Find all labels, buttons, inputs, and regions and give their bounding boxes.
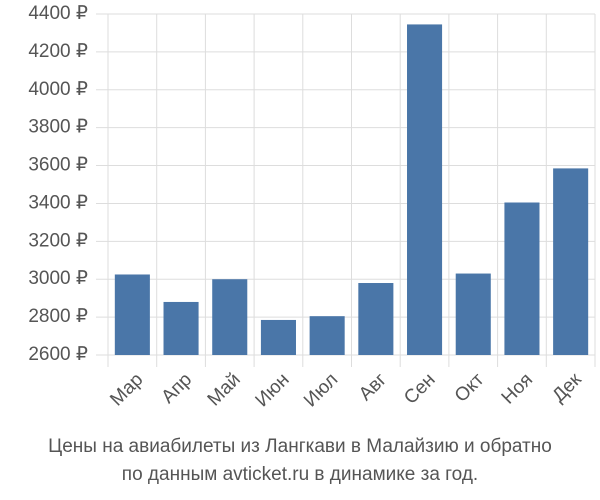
bar	[407, 24, 443, 356]
x-tick-label: Май	[204, 369, 245, 410]
x-tick-label: Сен	[400, 369, 439, 408]
y-tick-label: 2800 ₽	[28, 306, 88, 327]
x-tick-label: Авг	[355, 369, 391, 405]
bar	[163, 301, 199, 355]
x-tick-label: Ноя	[498, 369, 537, 408]
y-tick-label: 3200 ₽	[28, 230, 88, 251]
bar	[309, 316, 345, 355]
bar	[455, 273, 491, 355]
y-tick-label: 2600 ₽	[28, 344, 88, 365]
chart-title: Цены на авиабилеты из Лангкави в Малайзи…	[48, 436, 552, 457]
y-tick-label: 4400 ₽	[28, 3, 88, 24]
y-tick-label: 3800 ₽	[28, 117, 88, 138]
y-tick-label: 4200 ₽	[28, 41, 88, 62]
x-tick-label: Апр	[158, 369, 197, 408]
bar	[212, 279, 248, 355]
chart-title: по данным avticket.ru в динамике за год.	[122, 464, 478, 485]
bar	[358, 283, 394, 355]
x-tick-label: Мар	[106, 369, 147, 410]
bar	[114, 274, 150, 355]
y-tick-label: 4000 ₽	[28, 79, 88, 100]
y-tick-label: 3000 ₽	[28, 268, 88, 289]
x-tick-label: Окт	[451, 369, 489, 407]
bar	[504, 202, 540, 355]
y-tick-label: 3400 ₽	[28, 192, 88, 213]
y-tick-label: 3600 ₽	[28, 155, 88, 176]
x-tick-label: Июн	[252, 369, 294, 411]
x-tick-label: Июл	[300, 369, 342, 411]
bar	[260, 319, 296, 355]
x-tick-label: Дек	[548, 369, 586, 407]
bar	[553, 168, 589, 355]
